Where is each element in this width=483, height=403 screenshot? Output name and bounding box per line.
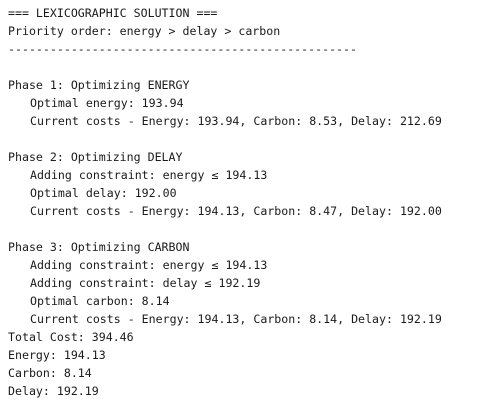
separator-rule: ----------------------------------------…	[8, 42, 358, 56]
phase2-optimal: Optimal delay: 192.00	[30, 186, 177, 200]
summary-carbon: Carbon: 8.14	[8, 366, 92, 380]
summary-energy: Energy: 194.13	[8, 348, 106, 362]
summary-total-cost: Total Cost: 394.46	[8, 330, 134, 344]
phase1-title: Phase 1: Optimizing ENERGY	[8, 78, 190, 92]
solution-header: === LEXICOGRAPHIC SOLUTION ===	[8, 6, 218, 20]
summary-delay: Delay: 192.19	[8, 384, 99, 398]
blank-line	[8, 58, 478, 76]
phase3-optimal: Optimal carbon: 8.14	[30, 294, 170, 308]
blank-line	[8, 130, 478, 148]
phase2-costs: Current costs - Energy: 194.13, Carbon: …	[30, 204, 442, 218]
phase3-constraint-delay: Adding constraint: delay ≤ 192.19	[30, 276, 261, 290]
phase1-costs: Current costs - Energy: 193.94, Carbon: …	[30, 114, 442, 128]
phase3-title: Phase 3: Optimizing CARBON	[8, 240, 190, 254]
blank-line	[8, 220, 478, 238]
phase2-title: Phase 2: Optimizing DELAY	[8, 150, 183, 164]
phase2-constraint-energy: Adding constraint: energy ≤ 194.13	[30, 168, 268, 182]
phase3-costs: Current costs - Energy: 194.13, Carbon: …	[30, 312, 442, 326]
phase3-constraint-energy: Adding constraint: energy ≤ 194.13	[30, 258, 268, 272]
phase1-optimal: Optimal energy: 193.94	[30, 96, 184, 110]
priority-order-line: Priority order: energy > delay > carbon	[8, 24, 281, 38]
console-output: === LEXICOGRAPHIC SOLUTION === Priority …	[8, 4, 478, 400]
